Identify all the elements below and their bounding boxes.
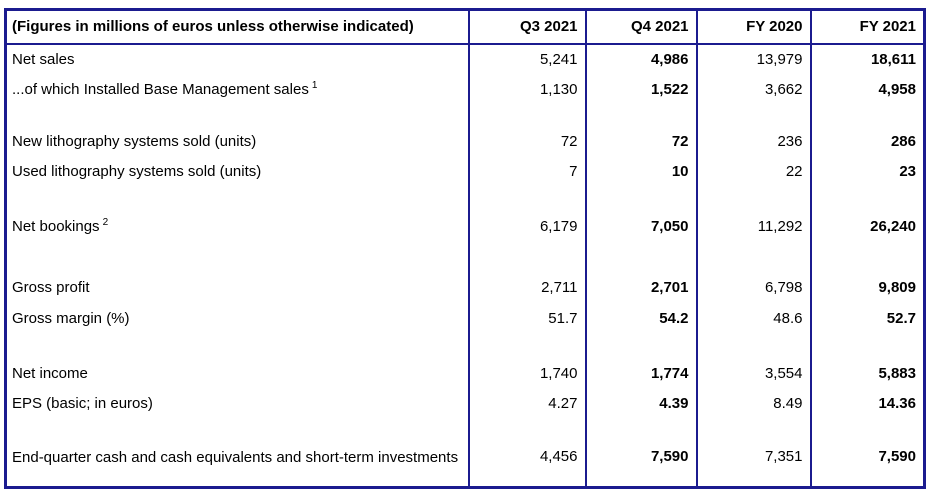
column-header-fy-2020: FY 2020 <box>695 9 811 45</box>
value-cell: 22 <box>695 156 811 187</box>
spacer-row <box>6 104 925 127</box>
table-row-net-bookings: Net bookings 2 6,179 7,050 11,292 26,240 <box>6 211 925 242</box>
value-cell: 2,701 <box>584 272 697 303</box>
value-cell: 286 <box>809 126 925 157</box>
value-cell: 5,241 <box>467 43 586 74</box>
value-cell: 14.36 <box>809 388 925 419</box>
value-cell: 7,351 <box>695 443 811 488</box>
value-cell: 3,662 <box>695 73 811 105</box>
value-cell: 4,958 <box>809 73 925 105</box>
footnote-marker: 2 <box>102 217 109 228</box>
value-cell: 5,883 <box>809 358 925 389</box>
value-cell: 7,590 <box>809 443 925 488</box>
spacer-row <box>6 241 925 273</box>
value-cell: 4,456 <box>467 443 586 488</box>
value-cell: 26,240 <box>809 211 925 242</box>
value-cell: 4.39 <box>584 388 697 419</box>
value-cell: 1,522 <box>584 73 697 105</box>
table-row-gross-margin: Gross margin (%) 51.7 54.2 48.6 52.7 <box>6 302 925 334</box>
table-row-new-systems: New lithography systems sold (units) 72 … <box>6 126 925 157</box>
column-header-q3-2021: Q3 2021 <box>467 9 586 45</box>
row-label: Net sales <box>12 50 75 68</box>
table-row-end-quarter-cash: End-quarter cash and cash equivalents an… <box>6 443 925 488</box>
table-row-net-income: Net income 1,740 1,774 3,554 5,883 <box>6 358 925 389</box>
value-cell: 72 <box>467 126 586 157</box>
value-cell: 18,611 <box>809 43 925 74</box>
row-label: End-quarter cash and cash equivalents an… <box>12 448 459 466</box>
value-cell: 2,711 <box>467 272 586 303</box>
row-label: Gross margin (%) <box>12 309 130 327</box>
value-cell: 1,740 <box>467 358 586 389</box>
value-cell: 1,130 <box>467 73 586 105</box>
value-cell: 48.6 <box>695 302 811 334</box>
table-header-row: (Figures in millions of euros unless oth… <box>5 9 925 45</box>
value-cell: 10 <box>584 156 697 187</box>
value-cell: 51.7 <box>467 302 586 334</box>
value-cell: 11,292 <box>695 211 811 242</box>
column-header-q4-2021: Q4 2021 <box>584 9 697 45</box>
footnote-marker: 1 <box>311 79 318 91</box>
table-row-eps: EPS (basic; in euros) 4.27 4.39 8.49 14.… <box>6 388 925 419</box>
spacer-row <box>6 418 925 444</box>
value-cell: 52.7 <box>809 302 925 334</box>
spacer-row <box>6 333 925 359</box>
value-cell: 4,986 <box>584 43 697 74</box>
financial-results-table: (Figures in millions of euros unless oth… <box>4 8 926 489</box>
row-label: Used lithography systems sold (units) <box>12 163 262 180</box>
table-row-gross-profit: Gross profit 2,711 2,701 6,798 9,809 <box>6 272 925 303</box>
value-cell: 1,774 <box>584 358 697 389</box>
value-cell: 236 <box>695 126 811 157</box>
value-cell: 13,979 <box>695 43 811 74</box>
value-cell: 7 <box>467 156 586 187</box>
table-row-installed-base-sales: ...of which Installed Base Management sa… <box>6 73 925 105</box>
value-cell: 3,554 <box>695 358 811 389</box>
column-header-fy-2021: FY 2021 <box>809 9 925 45</box>
spacer-row <box>6 186 925 212</box>
value-cell: 54.2 <box>584 302 697 334</box>
value-cell: 4.27 <box>467 388 586 419</box>
row-label: Net income <box>12 365 88 382</box>
row-label: Gross profit <box>12 279 90 296</box>
value-cell: 6,179 <box>467 211 586 242</box>
table-row-used-systems: Used lithography systems sold (units) 7 … <box>6 156 925 187</box>
value-cell: 9,809 <box>809 272 925 303</box>
value-cell: 72 <box>584 126 697 157</box>
table-row-net-sales: Net sales 5,241 4,986 13,979 18,611 <box>6 43 925 74</box>
value-cell: 7,590 <box>584 443 697 488</box>
value-cell: 7,050 <box>584 211 697 242</box>
row-label: EPS (basic; in euros) <box>12 395 153 412</box>
value-cell: 8.49 <box>695 388 811 419</box>
row-label: ...of which Installed Base Management sa… <box>12 79 318 98</box>
value-cell: 6,798 <box>695 272 811 303</box>
table-caption-cell: (Figures in millions of euros unless oth… <box>5 9 469 45</box>
row-label: Net bookings 2 <box>12 217 109 236</box>
row-label: New lithography systems sold (units) <box>12 133 257 150</box>
value-cell: 23 <box>809 156 925 187</box>
